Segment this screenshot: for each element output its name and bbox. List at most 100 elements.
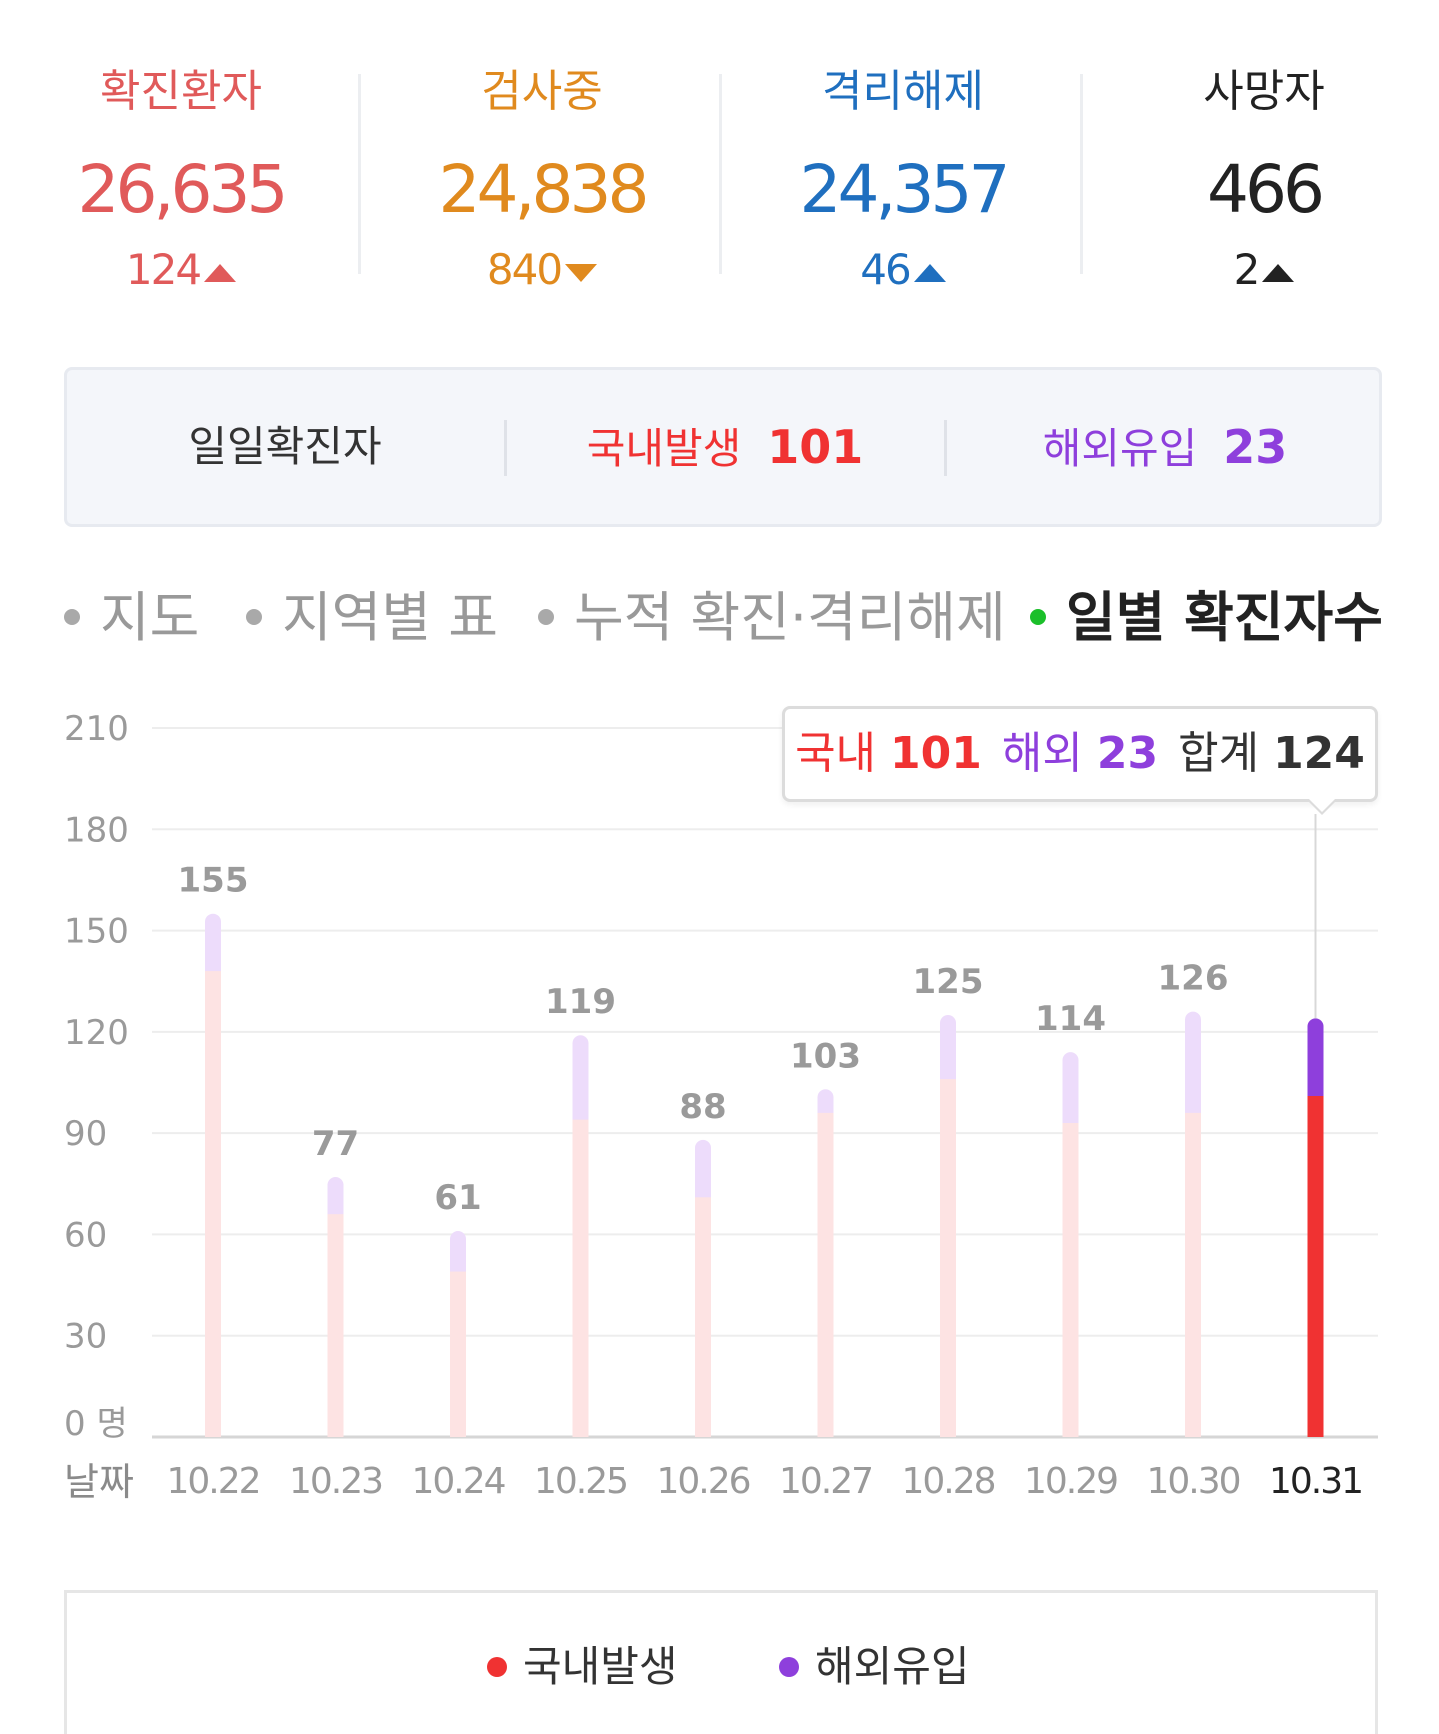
tooltip-domestic-value: 101 [890,728,982,779]
x-tick-label: 10.24 [411,1461,504,1502]
stat-value: 24,838 [438,151,650,228]
stat-label: 검사중 [481,66,603,117]
stat-confirmed: 확진환자 26,635 124 [0,60,362,294]
x-axis-label: 날짜 [64,1460,134,1504]
y-tick-label: 120 [64,1013,129,1053]
bullet-icon [246,609,262,626]
daily-confirmed-chart: 0 명 30 60 90 120 150 180 210 날짜 155 10.22 77 10.23 61… [0,680,1439,1540]
triangle-up-icon [1262,263,1295,282]
tab-label: 지도 [100,586,200,649]
legend-label: 국내발생 [523,1642,678,1691]
bar-domestic [1062,1123,1079,1437]
triangle-down-icon [565,263,598,282]
data-label: 103 [790,1036,861,1076]
divider [358,74,361,274]
data-label: 126 [1158,959,1229,999]
daily-overseas: 해외유입 23 [947,370,1383,524]
daily-confirmed-box: 일일확진자 국내발생 101 해외유입 23 [64,367,1382,527]
divider [944,420,947,476]
bar-domestic [695,1197,711,1437]
stat-delta-value: 124 [125,245,202,294]
stat-delta-value: 840 [486,245,563,294]
daily-domestic: 국내발생 101 [507,370,943,524]
daily-domestic-label: 국내발생 [586,424,742,473]
tooltip-total-label: 합계 [1178,728,1260,779]
tooltip-domestic-label: 국내 [795,728,877,779]
bar-overseas [1307,1018,1324,1105]
bar-overseas [695,1139,711,1206]
x-tick-label: 10.27 [779,1461,872,1502]
y-tick-label: 180 [64,810,129,850]
triangle-up-icon [913,263,946,282]
y-tick-label: 210 [64,709,129,749]
x-tick-label: 10.25 [534,1461,627,1502]
x-tick-label: 10.28 [901,1461,994,1502]
bar-overseas [1062,1052,1079,1132]
divider [504,420,507,476]
stat-released: 격리해제 24,357 46 [722,60,1084,294]
stat-delta-value: 46 [860,245,911,294]
x-tick-label: 10.26 [656,1461,749,1502]
bar-domestic [327,1214,344,1437]
data-label: 155 [178,861,249,901]
divider [1080,74,1083,274]
x-tick-label: 10.30 [1146,1461,1239,1502]
stat-delta: 2 [1083,240,1439,300]
bullet-icon [538,609,554,626]
tab-map[interactable]: 지도 [64,578,199,658]
stat-delta: 124 [0,240,362,300]
x-tick-label: 10.22 [166,1461,259,1502]
bar-overseas [940,1014,956,1088]
tab-label: 누적 확진·격리해제 [574,586,1006,649]
tab-region-table[interactable]: 지역별 표 [246,578,498,658]
stat-deaths: 사망자 466 2 [1083,60,1439,294]
stat-value: 26,635 [77,151,289,228]
stat-delta: 840 [361,240,723,300]
x-tick-label: 10.23 [289,1461,382,1502]
stat-label: 사망자 [1203,66,1325,117]
bar-overseas [450,1231,466,1280]
stat-testing: 검사중 24,838 840 [361,60,723,294]
data-label: 119 [545,982,616,1022]
x-tick-label: 10.31 [1269,1461,1362,1502]
data-label: 125 [913,962,984,1002]
data-label: 88 [679,1087,726,1127]
tab-cumulative[interactable]: 누적 확진·격리해제 [538,578,1006,658]
bar-domestic [817,1112,834,1437]
legend-dot-icon [779,1656,799,1677]
tooltip-overseas-label: 해외 [1001,728,1083,779]
stat-delta: 46 [722,240,1084,300]
data-label: 61 [434,1178,481,1218]
x-tick-label: 10.29 [1024,1461,1117,1502]
bar-overseas [327,1177,344,1223]
bar-domestic [205,971,221,1437]
bar-overseas [572,1035,589,1128]
stats-row: 확진환자 26,635 124 검사중 24,838 840 격리해제 24,3… [0,0,1439,300]
bar-overseas [1185,1011,1201,1121]
legend-label: 해외유입 [815,1642,970,1691]
stat-label: 격리해제 [822,66,984,117]
chart-tooltip: 국내 101 해외 23 합계 124 [782,706,1378,802]
stat-value: 466 [1207,151,1325,228]
bar-domestic [1307,1096,1324,1437]
triangle-up-icon [204,263,237,282]
stat-label: 확진환자 [100,66,262,117]
y-tick-label: 0 명 [64,1404,128,1444]
y-tick-label: 90 [64,1114,107,1154]
chart-legend: 국내발생 해외유입 [64,1590,1378,1734]
bar-domestic [450,1271,466,1437]
daily-title: 일일확진자 [188,422,382,471]
bar-domestic [940,1079,956,1437]
y-tick-label: 60 [64,1215,107,1255]
tab-daily-confirmed[interactable]: 일별 확진자수 [1030,578,1383,658]
legend-item-domestic: 국내발생 [487,1637,678,1697]
data-label: 77 [312,1124,359,1164]
bullet-icon [1030,609,1046,626]
bar-overseas [205,913,221,980]
data-label: 114 [1035,999,1106,1039]
legend-dot-icon [487,1656,507,1677]
tooltip-total-value: 124 [1273,728,1365,779]
chart-svg: 0 명 30 60 90 120 150 180 210 날짜 155 10.22 77 10.23 61… [64,709,1378,1504]
stat-delta-value: 2 [1233,245,1261,294]
